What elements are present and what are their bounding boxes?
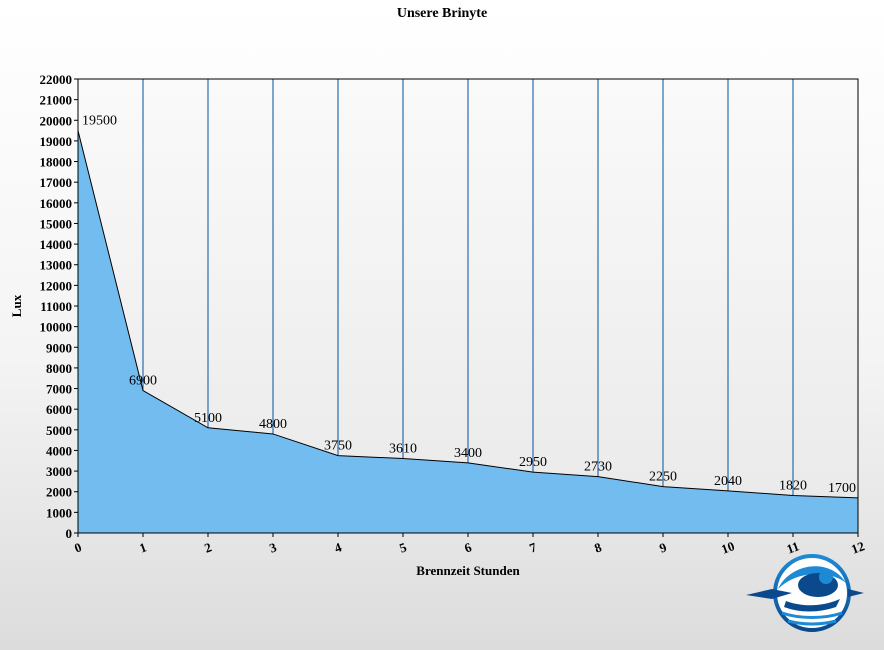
data-label: 2250 xyxy=(649,470,677,485)
y-tick-label: 13000 xyxy=(40,258,73,273)
x-tick-label: 0 xyxy=(72,539,83,555)
x-tick-label: 10 xyxy=(719,538,736,557)
chart-title: Unsere Brinyte xyxy=(397,6,487,21)
y-tick-label: 19000 xyxy=(40,134,73,149)
x-tick-label: 5 xyxy=(397,539,409,555)
x-tick-label: 6 xyxy=(462,539,474,555)
area-fill xyxy=(78,130,858,533)
y-axis: 0 1000 2000 3000 4000 5000 6000 7000 8000 9000 100… xyxy=(40,72,78,541)
x-tick-label: 2 xyxy=(202,539,213,555)
y-tick-label: 6000 xyxy=(46,402,72,417)
y-tick-label: 15000 xyxy=(40,216,73,231)
y-tick-label: 5000 xyxy=(46,423,72,438)
y-axis-title: Lux xyxy=(9,294,24,317)
y-tick-label: 21000 xyxy=(40,93,73,108)
series-line xyxy=(77,130,859,499)
y-tick-label: 11000 xyxy=(40,299,72,314)
y-tick-label: 22000 xyxy=(40,72,73,87)
x-tick-label: 8 xyxy=(592,539,604,555)
y-tick-label: 20000 xyxy=(40,113,73,128)
data-label: 4800 xyxy=(259,417,287,432)
data-label: 2730 xyxy=(584,460,612,475)
data-label: 5100 xyxy=(194,411,222,426)
data-label: 3610 xyxy=(389,442,417,457)
data-label: 3400 xyxy=(454,446,482,461)
x-tick-label: 9 xyxy=(657,539,669,555)
data-label: 1820 xyxy=(779,478,807,493)
y-tick-label: 17000 xyxy=(40,175,73,190)
x-tick-label: 3 xyxy=(267,539,279,555)
y-tick-label: 14000 xyxy=(40,237,73,252)
x-axis-title: Brennzeit Stunden xyxy=(416,563,520,578)
y-tick-label: 16000 xyxy=(40,196,73,211)
x-tick-label: 11 xyxy=(784,538,801,556)
y-tick-label: 12000 xyxy=(40,278,73,293)
data-label: 1700 xyxy=(828,481,856,496)
x-tick-label: 4 xyxy=(332,539,344,555)
y-tick-label: 9000 xyxy=(46,340,72,355)
x-tick-label: 12 xyxy=(849,538,866,557)
diver-logo-icon xyxy=(746,554,864,632)
data-label: 2040 xyxy=(714,474,742,489)
y-tick-label: 2000 xyxy=(46,485,72,500)
data-label: 3750 xyxy=(324,439,352,454)
y-tick-label: 10000 xyxy=(40,320,73,335)
x-axis: 0 1 2 3 4 5 6 7 8 9 10 11 12 xyxy=(72,533,867,557)
y-tick-label: 7000 xyxy=(46,382,72,397)
x-tick-label: 1 xyxy=(137,539,148,555)
y-tick-label: 8000 xyxy=(46,361,72,376)
data-label: 6900 xyxy=(129,374,157,389)
y-tick-label: 4000 xyxy=(46,443,72,458)
grid-lines xyxy=(142,79,794,533)
y-tick-label: 0 xyxy=(66,526,73,541)
x-tick-label: 7 xyxy=(527,539,539,555)
y-tick-label: 1000 xyxy=(46,505,72,520)
data-label: 2950 xyxy=(519,455,547,470)
data-labels: 19500 6900 5100 4800 3750 3610 3400 2950 2730 225… xyxy=(82,114,856,496)
data-label: 19500 xyxy=(82,114,117,129)
y-tick-label: 3000 xyxy=(46,464,72,479)
y-tick-label: 18000 xyxy=(40,155,73,170)
